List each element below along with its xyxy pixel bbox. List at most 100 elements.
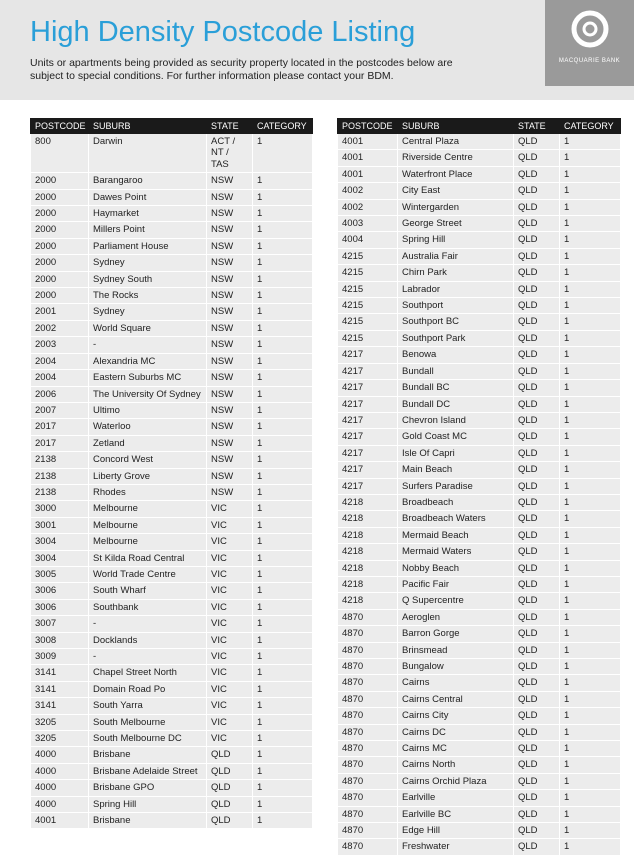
state-cell: QLD [513,444,560,463]
postcode-cell: 3007 [30,615,89,633]
table-row: 4218 Nobby Beach QLD 1 [337,559,621,577]
postcode-cell: 4217 [337,461,398,479]
table-row: 2007 Ultimo NSW 1 [30,401,313,420]
category-cell: 1 [252,582,313,600]
postcode-cell: 4870 [337,657,398,676]
postcode-cell: 3004 [30,549,89,567]
state-cell: QLD [513,526,560,545]
category-cell: 1 [559,772,621,791]
state-cell: VIC [206,680,253,699]
column-header: STATE [206,118,253,134]
category-cell: 1 [559,625,621,643]
subtitle: Units or apartments being provided as se… [30,57,453,82]
postcode-cell: 4215 [337,264,398,282]
category-cell: 1 [559,838,621,856]
table-row: 4215 Southport QLD 1 [337,297,621,315]
category-cell: 1 [252,533,313,551]
category-cell: 1 [559,690,621,709]
postcode-cell: 2000 [30,188,89,207]
postcode-cell: 4870 [337,690,398,709]
postcode-cell: 3141 [30,697,89,715]
postcode-cell: 2000 [30,237,89,256]
state-cell: NSW [206,352,253,371]
category-cell: 1 [252,680,313,699]
postcode-table-left: POSTCODE SUBURB STATE CATEGORY 800 Darwin ACT … [30,118,313,830]
postcode-cell: 4218 [337,575,398,594]
category-cell: 1 [559,247,621,266]
table-row: 800 Darwin ACT / NT / TAS 1 [30,132,313,174]
suburb-cell: Spring Hill [88,795,207,814]
state-cell: NSW [206,237,253,256]
category-cell: 1 [559,493,621,512]
suburb-cell: Australia Fair [397,247,514,266]
postcode-cell: 2007 [30,401,89,420]
category-cell: 1 [559,346,621,364]
state-cell: VIC [206,730,253,748]
suburb-cell: South Wharf [88,582,207,600]
suburb-cell: Brisbane [88,812,207,830]
suburb-cell: Alexandria MC [88,352,207,371]
postcode-cell: 2000 [30,270,89,289]
state-cell: QLD [513,559,560,577]
category-cell: 1 [252,467,313,485]
table-row: 4218 Broadbeach Waters QLD 1 [337,510,621,528]
category-cell: 1 [252,615,313,633]
state-cell: QLD [513,805,560,824]
suburb-cell: Cairns North [397,756,514,774]
suburb-cell: Earlville [397,789,514,807]
category-cell: 1 [559,575,621,594]
suburb-cell: Surfers Paradise [397,477,514,495]
category-cell: 1 [252,352,313,371]
postcode-cell: 3205 [30,713,89,732]
suburb-cell: Docklands [88,631,207,650]
suburb-cell: South Melbourne DC [88,730,207,748]
table-row: 4870 Freshwater QLD 1 [337,838,621,856]
suburb-cell: Parliament House [88,237,207,256]
suburb-cell: Cairns City [397,707,514,725]
postcode-cell: 4218 [337,510,398,528]
table-row: 4218 Mermaid Waters QLD 1 [337,543,621,561]
state-cell: QLD [513,756,560,774]
suburb-cell: Broadbeach Waters [397,510,514,528]
category-cell: 1 [252,516,313,535]
suburb-cell: - [88,615,207,633]
state-cell: NSW [206,270,253,289]
postcode-cell: 3008 [30,631,89,650]
state-cell: VIC [206,565,253,584]
postcode-cell: 4870 [337,772,398,791]
table-row: 2000 Dawes Point NSW 1 [30,188,313,207]
suburb-cell: Brisbane [88,746,207,764]
suburb-cell: Melbourne [88,516,207,535]
state-cell: QLD [513,313,560,331]
state-cell: QLD [513,625,560,643]
postcode-cell: 2006 [30,385,89,403]
suburb-cell: Broadbeach [397,493,514,512]
state-cell: NSW [206,434,253,453]
state-cell: QLD [513,215,560,233]
table-row: 4870 Cairns City QLD 1 [337,707,621,725]
state-cell: QLD [513,477,560,495]
table-row: 3005 World Trade Centre VIC 1 [30,565,313,584]
category-cell: 1 [252,713,313,732]
category-cell: 1 [252,205,313,223]
suburb-cell: Dawes Point [88,188,207,207]
suburb-cell: Cairns Central [397,690,514,709]
table-row: 4870 Cairns DC QLD 1 [337,723,621,742]
category-cell: 1 [252,451,313,469]
category-cell: 1 [559,805,621,824]
table-row: 2017 Zetland NSW 1 [30,434,313,453]
state-cell: QLD [513,428,560,446]
postcode-cell: 3006 [30,582,89,600]
postcode-cell: 4870 [337,674,398,692]
postcode-cell: 4001 [337,132,398,151]
category-cell: 1 [559,198,621,217]
suburb-cell: Aeroglen [397,608,514,627]
postcode-cell: 2004 [30,352,89,371]
state-cell: QLD [513,690,560,709]
table-row: 4870 Cairns QLD 1 [337,674,621,692]
category-cell: 1 [559,132,621,151]
state-cell: NSW [206,467,253,485]
suburb-cell: Bundall BC [397,379,514,397]
suburb-cell: City East [397,182,514,200]
suburb-cell: George Street [397,215,514,233]
